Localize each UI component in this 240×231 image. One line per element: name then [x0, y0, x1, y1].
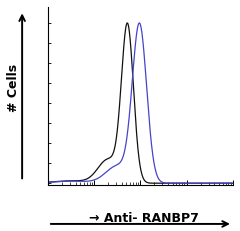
Text: → Anti- RANBP7: → Anti- RANBP7	[89, 212, 199, 225]
Text: # Cells: # Cells	[7, 64, 20, 112]
